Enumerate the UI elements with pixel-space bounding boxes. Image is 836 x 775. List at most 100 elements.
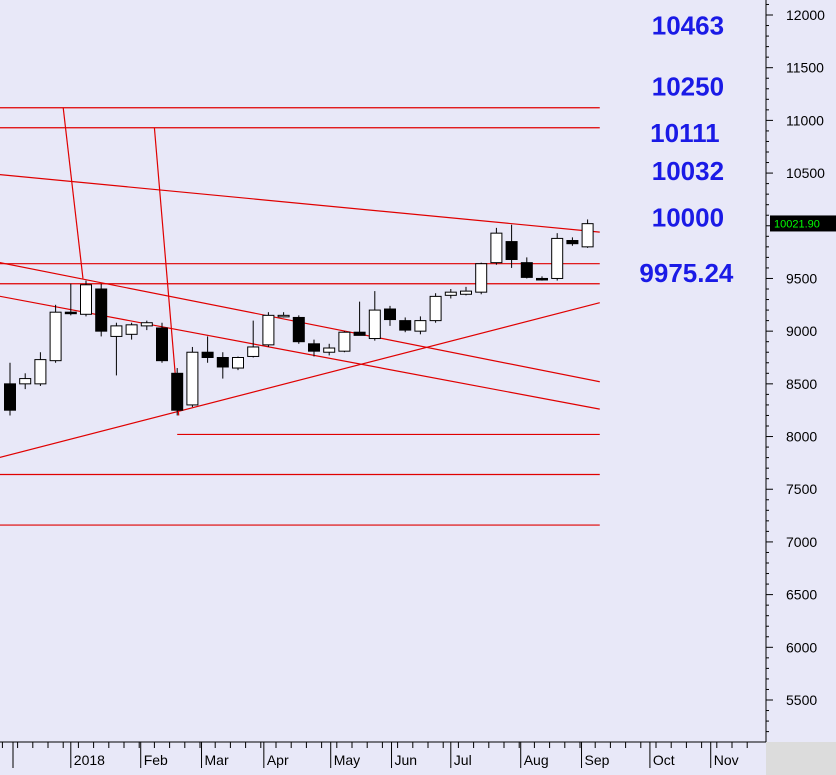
candle-body (399, 320, 412, 331)
candle (566, 237, 579, 246)
candle (490, 227, 503, 265)
candle (95, 283, 108, 337)
candle (171, 368, 184, 416)
candle (64, 283, 77, 316)
y-tick-label: 8500 (786, 376, 817, 392)
candle-body (338, 331, 351, 352)
candle-body (232, 357, 244, 369)
trend-line (0, 174, 600, 233)
candle-body (80, 284, 92, 315)
y-tick-label: 7000 (786, 534, 817, 550)
level-annotation: 10032 (652, 156, 724, 186)
candle-body (308, 343, 320, 352)
x-tick-label: Aug (524, 752, 549, 768)
candle (156, 322, 168, 363)
y-axis-panel (766, 0, 836, 742)
candle-body (323, 347, 336, 353)
candle (308, 339, 320, 357)
candle (505, 224, 518, 268)
candle-body (520, 262, 533, 278)
candle (292, 315, 305, 344)
candle-body (566, 240, 579, 245)
candle-body (277, 314, 290, 318)
candle (34, 352, 47, 386)
x-tick-label: May (334, 752, 360, 768)
candle (125, 322, 138, 340)
candle-body (384, 308, 396, 321)
candle-body (156, 327, 168, 362)
candle (384, 305, 396, 326)
candle (110, 322, 123, 376)
candle (399, 317, 412, 333)
candle (414, 316, 427, 335)
last-price-label: 10021.90 (774, 218, 820, 230)
trend-line (0, 302, 600, 458)
y-tick-label: 11500 (786, 60, 824, 76)
candle-body (551, 237, 564, 279)
level-annotation: 10111 (650, 118, 719, 148)
candle-body (49, 311, 62, 362)
candle-body (536, 277, 548, 281)
last-price-box (770, 215, 836, 232)
candle (460, 286, 472, 296)
candle (536, 276, 548, 281)
candles-layer (4, 219, 594, 416)
candle (581, 219, 594, 248)
candle (323, 343, 336, 356)
candle-body (125, 324, 138, 335)
x-tick-label: Jun (395, 752, 418, 768)
candle-body (34, 359, 47, 385)
y-tick-label: 9500 (786, 270, 817, 286)
candle (338, 331, 351, 353)
trend-line (62, 107, 84, 279)
y-axis-ticks: 5500600065007000750080008500900095001000… (766, 3, 825, 733)
trend-line (153, 127, 180, 416)
candle (247, 320, 260, 358)
candle (232, 356, 244, 371)
level-annotation: 9975.24 (639, 258, 734, 288)
y-tick-label: 11000 (786, 112, 824, 128)
candle (444, 289, 457, 299)
x-tick-label: Apr (267, 752, 289, 768)
candle (80, 280, 92, 317)
candle-body (216, 357, 229, 368)
candle (49, 304, 62, 363)
last-price-marker: 10021.90 (770, 215, 836, 232)
candle (368, 291, 381, 341)
candle-body (4, 383, 16, 411)
candle-body (444, 291, 457, 296)
y-tick-label: 5500 (786, 692, 817, 708)
candle-body (140, 322, 153, 327)
x-tick-label: 2018 (74, 752, 105, 768)
candle-body (581, 223, 594, 248)
candle (216, 352, 229, 379)
y-tick-label: 9000 (786, 323, 817, 339)
candle (353, 301, 366, 336)
x-tick-label: Jul (454, 752, 472, 768)
y-tick-label: 6500 (786, 587, 817, 603)
candle (520, 257, 533, 279)
candle-body (490, 232, 503, 264)
x-tick-label: Feb (144, 752, 168, 768)
y-tick-label: 8000 (786, 429, 817, 445)
candle (429, 293, 442, 323)
annotations-layer: 10463 10250 10111 10032 10000 9975.24 (639, 11, 734, 289)
level-annotation: 10000 (652, 202, 724, 232)
candle-body (475, 263, 488, 293)
y-tick-label: 12000 (786, 7, 825, 23)
candle-body (460, 290, 472, 295)
candle (201, 336, 214, 363)
y-tick-label: 7500 (786, 481, 817, 497)
x-tick-label: Nov (714, 752, 739, 768)
plot-background (0, 0, 766, 742)
candle (475, 262, 488, 295)
candle-body (247, 346, 260, 357)
level-annotation: 10463 (652, 11, 724, 41)
level-annotation: 10250 (652, 72, 724, 102)
candle (551, 233, 564, 281)
candle (262, 312, 275, 347)
candle-body (64, 311, 77, 315)
candle-body (292, 316, 305, 343)
y-tick-label: 10500 (786, 165, 825, 181)
